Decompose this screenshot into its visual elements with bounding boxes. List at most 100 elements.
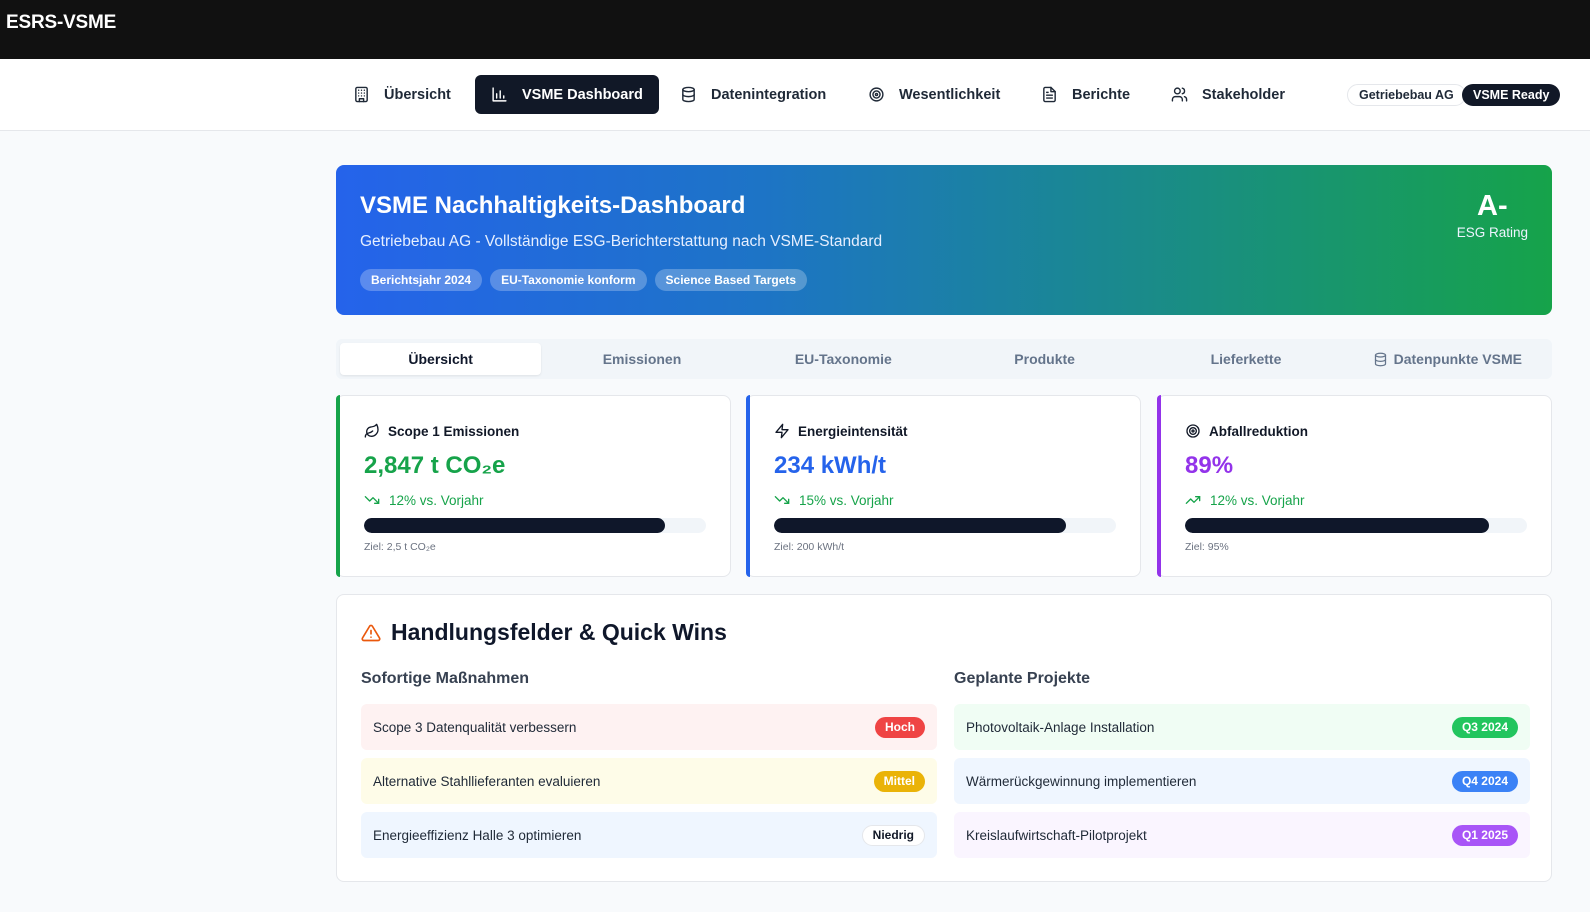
nav-item-wesentlichkeit[interactable]: Wesentlichkeit	[852, 75, 1016, 114]
warning-icon	[361, 624, 381, 641]
kpi-accent-bar	[1157, 395, 1161, 577]
kpi-trend-text: 12% vs. Vorjahr	[1210, 492, 1305, 508]
file-text-icon	[1043, 86, 1056, 103]
immediate-actions-title: Sofortige Maßnahmen	[361, 670, 530, 687]
nav-item-label: Stakeholder	[1202, 86, 1285, 103]
priority-badge: Hoch	[875, 716, 925, 738]
action-text: Energieeffizienz Halle 3 optimieren	[373, 827, 582, 843]
kpi-progress-fill	[774, 518, 1067, 533]
action-text: Alternative Stahllieferanten evaluieren	[373, 773, 601, 789]
target-icon	[869, 87, 884, 102]
nav-item-label: VSME Dashboard	[522, 86, 643, 103]
trending-up-icon	[1185, 496, 1201, 504]
kpi-trend: 12% vs. Vorjahr	[1185, 492, 1305, 508]
nav-item-stakeholder[interactable]: Stakeholder	[1155, 75, 1301, 114]
quarter-badge: Q1 2025	[1451, 824, 1518, 846]
main-nav: Übersicht VSME Dashboard Datenintegratio…	[0, 59, 1590, 131]
list-item[interactable]: Alternative Stahllieferanten evaluieren …	[361, 758, 937, 804]
nav-item-berichte[interactable]: Berichte	[1025, 75, 1146, 114]
project-text: Photovoltaik-Anlage Installation	[966, 719, 1155, 735]
esg-rating-label: ESG Rating	[1456, 224, 1528, 240]
target-icon	[1186, 424, 1200, 438]
tab-label: Datenpunkte VSME	[1393, 351, 1522, 367]
trending-down-icon	[364, 496, 380, 504]
list-item[interactable]: Scope 3 Datenqualität verbessern Hoch	[361, 704, 937, 750]
kpi-progress-bar	[774, 518, 1116, 533]
company-badge: Getriebebau AG	[1347, 84, 1466, 106]
database-icon	[1374, 352, 1386, 366]
nav-item-vsme-dashboard[interactable]: VSME Dashboard	[475, 75, 659, 114]
hero-tag: Science Based Targets	[654, 269, 808, 291]
nav-item-label: Datenintegration	[711, 86, 827, 103]
hero-tag: EU-Taxonomie konform	[490, 269, 647, 291]
kpi-card-waste: Abfallreduktion 89% 12% vs. Vorjahr Ziel…	[1157, 395, 1552, 577]
kpi-progress-bar	[1185, 518, 1527, 533]
building-icon	[355, 86, 368, 103]
priority-badge: Mittel	[873, 770, 925, 792]
quarter-badge: Q3 2024	[1451, 716, 1518, 738]
kpi-trend: 12% vs. Vorjahr	[364, 492, 484, 508]
panel-title: Handlungsfelder & Quick Wins	[361, 619, 727, 646]
tab-lieferkette[interactable]: Lieferkette	[1210, 351, 1282, 367]
esg-rating: A- ESG Rating	[1456, 190, 1528, 240]
kpi-card-scope1: Scope 1 Emissionen 2,847 t CO₂e 12% vs. …	[336, 395, 731, 577]
tab-emissionen[interactable]: Emissionen	[602, 351, 682, 367]
page-title: VSME Nachhaltigkeits-Dashboard	[360, 192, 746, 219]
kpi-goal: Ziel: 95%	[1185, 541, 1229, 553]
action-text: Scope 3 Datenqualität verbessern	[373, 719, 577, 735]
panel-title-text: Handlungsfelder & Quick Wins	[391, 619, 727, 645]
action-fields-panel: Handlungsfelder & Quick Wins Sofortige M…	[336, 594, 1552, 882]
users-icon	[1171, 87, 1188, 102]
kpi-progress-bar	[364, 518, 706, 533]
kpi-goal: Ziel: 200 kWh/t	[774, 541, 845, 553]
kpi-progress-fill	[1185, 518, 1490, 533]
status-badge: VSME Ready	[1462, 84, 1561, 106]
app-title: ESRS-VSME	[6, 12, 117, 33]
hero-tag: Berichtsjahr 2024	[360, 269, 483, 291]
list-item[interactable]: Wärmerückgewinnung implementieren Q4 202…	[954, 758, 1530, 804]
kpi-header: Energieintensität	[774, 423, 908, 439]
kpi-accent-bar	[746, 395, 750, 577]
nav-item-uebersicht[interactable]: Übersicht	[337, 75, 467, 114]
list-item[interactable]: Photovoltaik-Anlage Installation Q3 2024	[954, 704, 1530, 750]
zap-icon	[775, 423, 789, 439]
top-bar: ESRS-VSME	[0, 0, 1590, 59]
esg-rating-value: A-	[1477, 190, 1508, 222]
kpi-value: 2,847 t CO₂e	[364, 452, 506, 479]
kpi-value: 234 kWh/t	[774, 452, 887, 479]
tab-produkte[interactable]: Produkte	[1014, 351, 1075, 367]
kpi-label: Scope 1 Emissionen	[388, 423, 520, 439]
project-text: Wärmerückgewinnung implementieren	[966, 773, 1197, 789]
kpi-goal: Ziel: 2,5 t CO₂e	[364, 541, 436, 553]
list-item[interactable]: Energieeffizienz Halle 3 optimieren Nied…	[361, 812, 937, 858]
quarter-badge: Q4 2024	[1451, 770, 1518, 792]
kpi-value: 89%	[1185, 452, 1234, 479]
tab-eu-taxonomie[interactable]: EU-Taxonomie	[794, 351, 892, 367]
kpi-label: Energieintensität	[798, 423, 908, 439]
project-text: Kreislaufwirtschaft-Pilotprojekt	[966, 827, 1147, 843]
kpi-trend-text: 15% vs. Vorjahr	[799, 492, 894, 508]
kpi-header: Abfallreduktion	[1185, 423, 1308, 439]
trending-down-icon	[774, 496, 790, 504]
tab-uebersicht[interactable]: Übersicht	[340, 343, 542, 375]
kpi-trend-text: 12% vs. Vorjahr	[389, 492, 484, 508]
page-subtitle: Getriebebau AG - Vollständige ESG-Berich…	[360, 233, 883, 250]
database-icon	[682, 86, 695, 103]
priority-badge: Niedrig	[861, 824, 925, 846]
kpi-card-energy: Energieintensität 234 kWh/t 15% vs. Vorj…	[746, 395, 1141, 577]
nav-item-label: Wesentlichkeit	[899, 86, 1001, 103]
kpi-header: Scope 1 Emissionen	[364, 423, 519, 439]
leaf-icon	[364, 423, 379, 438]
nav-item-datenintegration[interactable]: Datenintegration	[664, 75, 842, 114]
kpi-accent-bar	[336, 395, 340, 577]
list-item[interactable]: Kreislaufwirtschaft-Pilotprojekt Q1 2025	[954, 812, 1530, 858]
hero-tags: Berichtsjahr 2024 EU-Taxonomie konform S…	[360, 269, 808, 291]
planned-projects-title: Geplante Projekte	[954, 670, 1091, 687]
kpi-trend: 15% vs. Vorjahr	[774, 492, 894, 508]
kpi-label: Abfallreduktion	[1209, 423, 1309, 439]
bar-chart-icon	[492, 87, 507, 102]
kpi-progress-fill	[364, 518, 665, 533]
nav-item-label: Berichte	[1072, 86, 1131, 103]
tab-datenpunkte-vsme[interactable]: Datenpunkte VSME	[1347, 343, 1548, 375]
dashboard-hero: VSME Nachhaltigkeits-Dashboard Getriebeb…	[336, 165, 1552, 315]
